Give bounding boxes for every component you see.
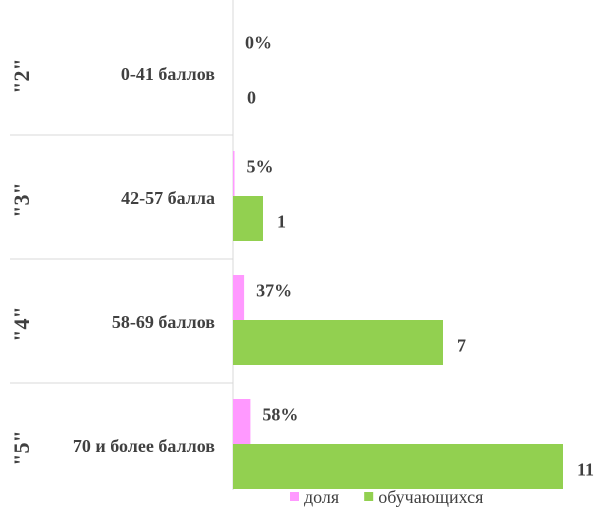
category-group-label: "3"	[9, 182, 34, 217]
bar	[233, 275, 245, 320]
bar	[233, 151, 235, 196]
bar	[233, 320, 443, 365]
category-label: 0-41 баллов	[121, 64, 215, 84]
category-label: 42-57 балла	[121, 188, 215, 208]
data-label: 7	[457, 336, 466, 356]
data-label: 37%	[256, 281, 292, 301]
legend-label: обучающихся	[378, 487, 483, 507]
bar	[233, 399, 251, 444]
category-group-label: "4"	[9, 306, 34, 341]
data-label: 0	[247, 88, 256, 108]
category-group-label: "2"	[9, 58, 34, 93]
legend-swatch	[364, 492, 374, 501]
data-label: 58%	[262, 405, 298, 425]
bar	[233, 444, 563, 489]
data-label: 11	[577, 460, 594, 480]
category-label: 70 и более баллов	[73, 436, 215, 456]
data-label: 1	[277, 212, 286, 232]
legend-swatch	[290, 492, 299, 501]
bar	[233, 196, 263, 241]
data-label: 0%	[245, 33, 272, 53]
category-group-label: "5"	[9, 430, 34, 465]
data-label: 5%	[247, 157, 274, 177]
legend-label: доля	[304, 487, 339, 507]
category-label: 58-69 баллов	[112, 312, 215, 332]
